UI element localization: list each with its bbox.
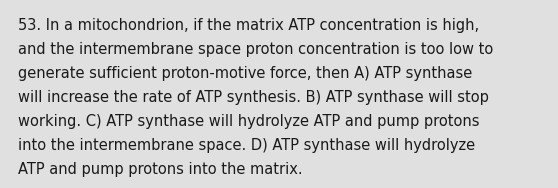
Text: generate sufficient proton-motive force, then A) ATP synthase: generate sufficient proton-motive force,… [18, 66, 472, 81]
Text: ATP and pump protons into the matrix.: ATP and pump protons into the matrix. [18, 162, 302, 177]
Text: working. C) ATP synthase will hydrolyze ATP and pump protons: working. C) ATP synthase will hydrolyze … [18, 114, 479, 129]
Text: and the intermembrane space proton concentration is too low to: and the intermembrane space proton conce… [18, 42, 493, 57]
Text: into the intermembrane space. D) ATP synthase will hydrolyze: into the intermembrane space. D) ATP syn… [18, 138, 475, 153]
Text: 53. In a mitochondrion, if the matrix ATP concentration is high,: 53. In a mitochondrion, if the matrix AT… [18, 18, 479, 33]
Text: will increase the rate of ATP synthesis. B) ATP synthase will stop: will increase the rate of ATP synthesis.… [18, 90, 489, 105]
